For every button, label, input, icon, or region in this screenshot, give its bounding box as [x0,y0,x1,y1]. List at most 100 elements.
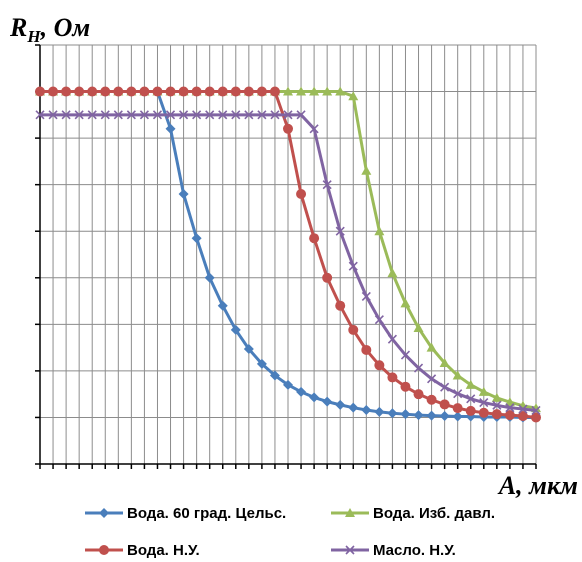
marker-stroke [192,110,202,120]
series-point [440,382,450,392]
series-point [230,324,241,335]
series-point [361,344,372,355]
series-point [269,86,280,97]
series-point [87,110,97,120]
series-point [178,86,189,97]
series-point [152,110,163,120]
legend-item: Масло. Н.У. [331,542,456,559]
marker-stroke [126,110,136,120]
series-point [309,392,320,403]
series-point [427,374,437,384]
series-point [335,86,346,96]
marker-stroke [479,397,489,408]
marker-stroke [400,350,411,360]
series-point [217,300,228,311]
series-point [491,392,502,402]
series-point [413,410,424,421]
series-point [309,124,319,134]
series-point [413,363,424,373]
series-point [531,405,541,416]
grid [40,44,537,464]
marker-stroke [335,226,345,236]
series-point [361,165,372,175]
series-point [361,404,372,415]
series-point [87,86,98,97]
series-point [439,357,450,367]
series-point [374,406,385,417]
series-point [126,86,137,97]
series-point [335,399,346,410]
marker-stroke [531,405,541,416]
marker-stroke [87,110,97,120]
series-point [439,399,450,410]
series-point [296,110,306,120]
series-point [243,86,254,97]
marker-stroke [518,404,528,414]
series-point [465,405,476,416]
series-point [374,315,384,325]
series-point [465,379,476,389]
series-point [218,110,228,120]
marker-stroke [205,110,215,120]
series-point [504,410,515,421]
series-point [322,86,333,96]
series-point [387,268,398,278]
series-point [505,403,515,413]
marker-stroke [348,261,358,271]
y-axis-title-sub: Н [26,27,41,46]
series-point [244,110,254,120]
series-point [426,410,437,421]
series-point [230,86,241,97]
series-point [400,350,411,360]
series-point [387,408,398,419]
series-point [100,86,111,97]
series-point [35,110,45,120]
series-point [466,394,476,404]
series-point [165,110,176,120]
series-point [348,261,358,271]
series-point [283,379,293,390]
series-point [256,86,267,97]
marker-stroke [231,110,241,120]
series-point [269,370,280,381]
legend-item: Вода. 60 град. Цельс. [85,505,286,522]
marker-stroke [440,382,450,392]
series-point [35,86,45,97]
series-point [243,344,254,355]
series-point [518,404,528,414]
legend-label: Вода. Изб. давл. [373,505,495,522]
series-point [205,110,215,120]
series-point [178,188,189,199]
series-point [191,233,202,244]
series-point [531,412,541,423]
series-point [322,396,333,407]
series-point [504,397,515,407]
series-point [152,86,163,97]
series-point [413,389,424,400]
marker-stroke [296,110,306,120]
series-layer [35,86,541,423]
legend-label: Вода. Н.У. [127,542,200,559]
series-point [335,300,346,311]
series-point [231,110,241,120]
series-point [113,110,123,120]
series-point [387,372,398,383]
series-point [400,409,411,420]
legend-marker [99,545,109,555]
legend-label: Вода. 60 град. Цельс. [127,505,286,522]
series-point [139,86,150,97]
marker-stroke [244,110,254,120]
marker-stroke [345,545,355,555]
y-axis-title: RН, Ом [9,13,90,46]
series-point [453,389,463,399]
series-point [491,409,502,420]
series-point [48,110,58,120]
series-point [309,86,320,96]
series-point [374,360,385,371]
series-point [191,86,202,97]
series-point [400,381,411,392]
marker-stroke [218,110,228,120]
marker-stroke [453,389,463,399]
marker-stroke [492,400,502,410]
